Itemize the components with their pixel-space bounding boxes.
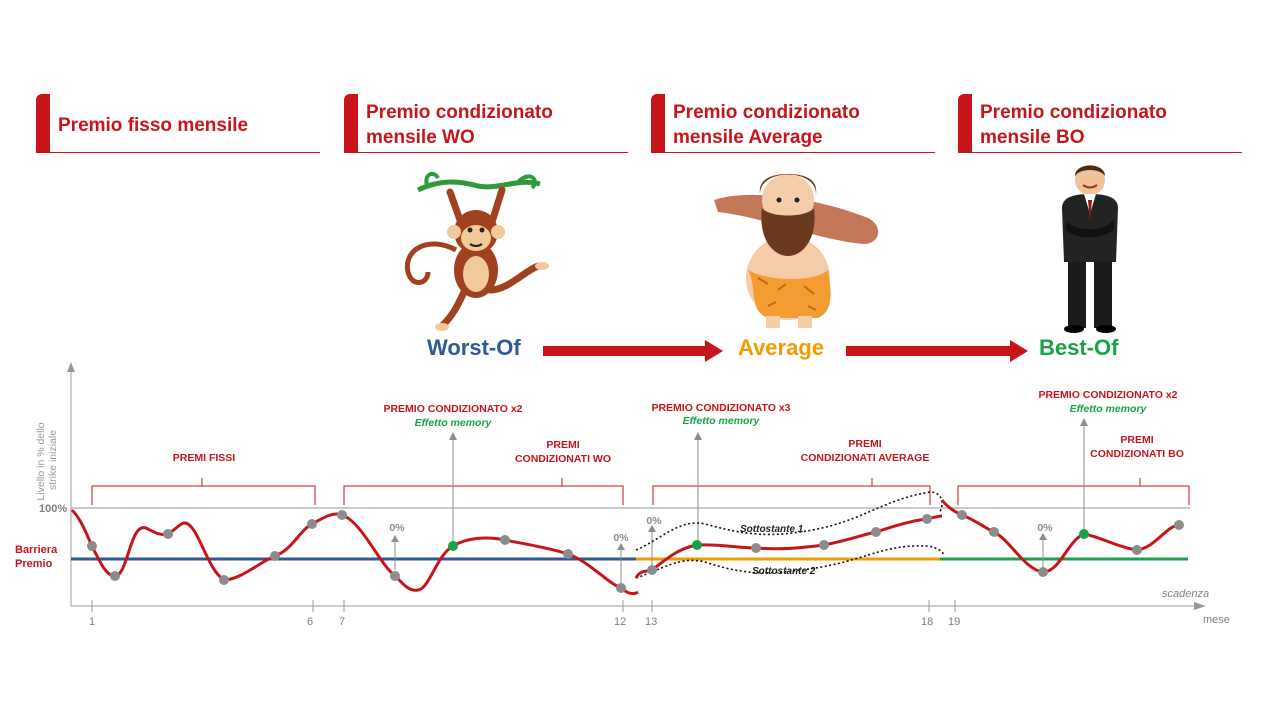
sottostante-1-path xyxy=(635,491,943,551)
observation-dot xyxy=(110,571,120,581)
tick-label-18: 18 xyxy=(921,616,933,628)
scadenza-label: scadenza xyxy=(1162,588,1209,600)
sottostante-1-label: Sottostante 1 xyxy=(740,524,804,535)
tick-label-13: 13 xyxy=(645,616,657,628)
header-bo: Premio condizionato mensile BO xyxy=(958,94,1242,153)
observation-dot xyxy=(390,571,400,581)
observation-dot xyxy=(307,519,317,529)
wo-premi-line1: PREMI xyxy=(546,439,579,451)
observation-dot xyxy=(989,527,999,537)
zero-label-3: 0% xyxy=(646,515,662,527)
sottostante-2-path xyxy=(635,545,945,579)
observation-dot xyxy=(751,543,761,553)
header-title-line1: Premio condizionato xyxy=(366,102,553,123)
observation-dot xyxy=(270,551,280,561)
arrow-average-to-best xyxy=(846,340,1028,362)
mese-label: mese xyxy=(1203,614,1230,626)
memory-dot xyxy=(692,540,702,550)
zero-label-2: 0% xyxy=(613,532,629,544)
observation-dot xyxy=(616,583,626,593)
observation-dot xyxy=(87,541,97,551)
price-path xyxy=(70,499,1180,596)
avg-premi-line2: CONDIZIONATI AVERAGE xyxy=(801,452,930,464)
header-accent xyxy=(36,94,50,152)
header-fisso: Premio fisso mensile xyxy=(36,94,320,153)
wo-memory-label: Effetto memory xyxy=(415,417,493,429)
avg-premi-line1: PREMI xyxy=(848,438,881,450)
caveman-icon xyxy=(714,174,879,328)
barrier-label-line2: Premio xyxy=(15,558,53,570)
observation-dot xyxy=(337,510,347,520)
y-axis-label: Livello in % dello strike iniziale xyxy=(35,419,59,500)
memory-dot xyxy=(1079,529,1089,539)
monkey-icon xyxy=(404,171,549,331)
bo-cond-label: PREMIO CONDIZIONATO x2 xyxy=(1038,389,1177,401)
bo-memory-label: Effetto memory xyxy=(1070,403,1148,415)
tick-label-19: 19 xyxy=(948,616,960,628)
observation-dot xyxy=(1174,520,1184,530)
wo-premi-line2: CONDIZIONATI WO xyxy=(515,453,611,465)
observation-dot xyxy=(500,535,510,545)
zero-label-1: 0% xyxy=(389,522,405,534)
bo-premi-line1: PREMI xyxy=(1120,434,1153,446)
header-title-line2: mensile BO xyxy=(980,127,1085,148)
header-accent xyxy=(958,94,972,152)
brace-premi-fissi xyxy=(91,478,316,505)
header-title-line1: Premio condizionato xyxy=(673,102,860,123)
header-title-line2: mensile WO xyxy=(366,127,475,148)
average-label: Average xyxy=(738,335,825,360)
header-title-line2: mensile Average xyxy=(673,127,823,148)
header-accent xyxy=(344,94,358,152)
avg-cond-label: PREMIO CONDIZIONATO x3 xyxy=(651,402,790,414)
header-title-line1: Premio condizionato xyxy=(980,102,1167,123)
observation-dot xyxy=(219,575,229,585)
observation-dot xyxy=(563,549,573,559)
y-axis-arrow xyxy=(67,362,75,372)
observation-dot xyxy=(1038,567,1048,577)
header-average: Premio condizionato mensile Average xyxy=(651,94,935,153)
memory-dot xyxy=(448,541,458,551)
header-accent xyxy=(651,94,665,152)
level-100-label: 100% xyxy=(39,503,67,515)
premi-fissi-label: PREMI FISSI xyxy=(173,452,236,464)
observation-dot xyxy=(922,514,932,524)
best-of-label: Best-Of xyxy=(1039,335,1119,360)
barrier-label-line1: Barriera xyxy=(15,544,58,556)
observation-dot xyxy=(1132,545,1142,555)
header-title: Premio fisso mensile xyxy=(58,115,249,136)
tick-label-12: 12 xyxy=(614,616,626,628)
avg-memory-label: Effetto memory xyxy=(683,415,761,427)
wo-cond-label: PREMIO CONDIZIONATO x2 xyxy=(383,403,522,415)
observation-dot xyxy=(871,527,881,537)
tick-label-6: 6 xyxy=(307,616,313,628)
observation-dot xyxy=(163,529,173,539)
tick-label-1: 1 xyxy=(89,616,95,628)
header-wo: Premio condizionato mensile WO xyxy=(344,94,628,153)
brace-wo xyxy=(343,478,624,505)
brace-bo xyxy=(957,478,1190,505)
bo-premi-line2: CONDIZIONATI BO xyxy=(1090,448,1184,460)
arrow-worst-to-average xyxy=(543,340,723,362)
brace-average xyxy=(652,478,931,505)
tick-label-7: 7 xyxy=(339,616,345,628)
observation-dot xyxy=(647,565,657,575)
observation-dot xyxy=(957,510,967,520)
businessman-icon xyxy=(1062,165,1118,333)
observation-dot xyxy=(819,540,829,550)
flow-arrows xyxy=(543,340,1028,362)
x-axis-arrow xyxy=(1194,602,1206,610)
sottostante-2-label: Sottostante 2 xyxy=(752,566,816,577)
zero-label-4: 0% xyxy=(1037,522,1053,534)
worst-of-label: Worst-Of xyxy=(427,335,521,360)
